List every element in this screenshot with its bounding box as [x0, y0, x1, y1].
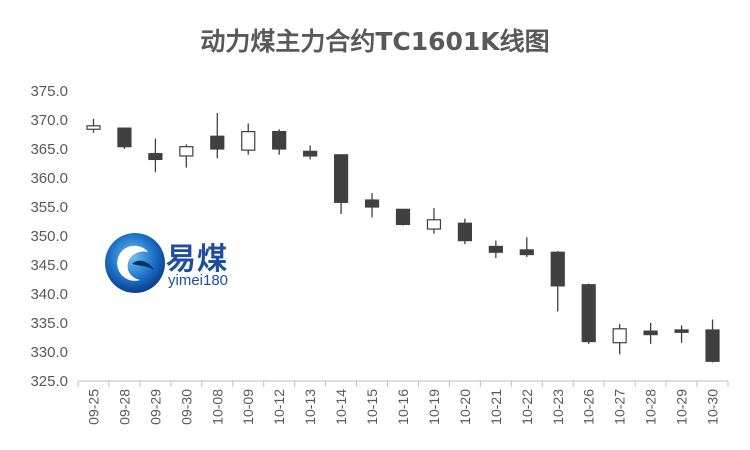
chart-title: 动力煤主力合约TC1601K线图 — [200, 27, 550, 56]
candle-body-up — [426, 219, 442, 230]
candle-body-up — [241, 131, 256, 151]
candle-body-down — [457, 222, 473, 242]
candle-body-down — [364, 199, 380, 208]
candle-body-down — [550, 251, 565, 287]
candle-body-down — [643, 330, 658, 336]
x-tick-label: 10-19 — [426, 389, 442, 425]
x-tick-label: 09-28 — [116, 389, 132, 425]
y-tick-label: 375.0 — [30, 83, 68, 100]
candle-body-down — [272, 131, 287, 150]
y-axis: 325.0 330.0 335.0 340.0 345.0 350.0 355.0 360.0… — [30, 83, 68, 390]
y-tick-label: 340.0 — [30, 286, 68, 303]
y-tick-label: 370.0 — [30, 112, 68, 129]
x-tick-label: 10-14 — [333, 389, 349, 425]
y-tick-label: 325.0 — [30, 373, 68, 390]
x-tick-label: 10-16 — [395, 389, 411, 425]
candle-body-down — [148, 153, 163, 161]
candle-body-down — [581, 284, 596, 343]
y-tick-label: 345.0 — [30, 257, 68, 274]
x-tick-label: 10-23 — [550, 389, 566, 425]
x-tick-label: 10-29 — [674, 389, 690, 425]
x-tick-label: 10-13 — [302, 389, 318, 425]
candle-body-up — [612, 328, 627, 344]
x-tick-label: 10-27 — [612, 389, 628, 425]
candle-body-down — [705, 329, 720, 362]
x-tick-label: 10-28 — [643, 389, 659, 425]
x-tick-label: 10-20 — [457, 389, 473, 425]
x-tick-label: 09-29 — [147, 389, 163, 425]
x-tick-label: 09-30 — [178, 389, 194, 425]
candle-body-down — [117, 127, 132, 148]
y-tick-label: 330.0 — [30, 344, 68, 361]
candle-body-down — [210, 135, 225, 150]
candle-body-down — [333, 154, 349, 203]
candles — [86, 113, 720, 363]
candle-body-down — [303, 150, 318, 157]
candle-body-down — [395, 208, 411, 226]
yimei-logo-icon — [105, 233, 165, 293]
x-tick-label: 10-12 — [271, 389, 287, 425]
y-tick-label: 360.0 — [30, 170, 68, 187]
x-tick-label: 10-15 — [364, 389, 380, 425]
x-tick-label: 10-30 — [705, 389, 721, 425]
logo-sub: yimei180 — [168, 272, 229, 289]
candle-body-up — [179, 146, 194, 157]
logo-name: 易煤 — [166, 242, 228, 277]
x-tick-label: 10-21 — [488, 389, 504, 425]
yimei-logo: 易煤 yimei180 — [104, 228, 274, 300]
x-tick-label: 10-22 — [519, 389, 535, 425]
x-tick-label: 09-25 — [85, 389, 101, 425]
x-tick-label: 10-09 — [240, 389, 256, 425]
x-axis: 09-25 09-28 09-29 09-30 10-08 10-09 10-12 10-13… — [77, 380, 729, 425]
y-tick-label: 355.0 — [30, 199, 68, 216]
candle-body-down — [488, 245, 503, 253]
candle-body-down — [519, 249, 534, 256]
y-tick-label: 335.0 — [30, 315, 68, 332]
y-tick-label: 350.0 — [30, 228, 68, 245]
candle-body-down — [674, 329, 689, 333]
candle-body-up — [86, 125, 101, 130]
x-tick-label: 10-08 — [209, 389, 225, 425]
x-tick-label: 10-26 — [581, 389, 597, 425]
y-tick-label: 365.0 — [30, 141, 68, 158]
